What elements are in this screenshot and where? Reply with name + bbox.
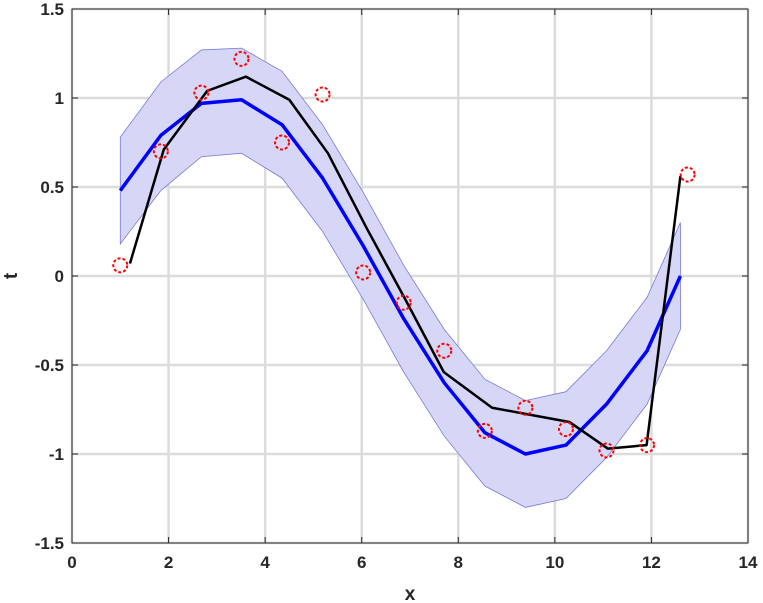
data-point-13 <box>639 437 656 454</box>
data-point-5 <box>314 86 331 103</box>
data-point-marker-5 <box>314 86 331 103</box>
data-point-9 <box>476 422 493 439</box>
band-area <box>119 47 681 508</box>
data-point-marker-6 <box>355 264 372 281</box>
data-point-marker-9 <box>476 422 493 439</box>
x-tick-label-0: 0 <box>67 553 76 572</box>
data-point-0 <box>112 257 129 274</box>
data-point-marker-12 <box>598 442 615 459</box>
y-axis-label: t <box>1 272 22 279</box>
x-tick-label-3: 6 <box>357 553 366 572</box>
y-tick-label-4: 0.5 <box>40 178 64 197</box>
data-point-marker-7 <box>395 294 412 311</box>
data-point-4 <box>274 134 291 151</box>
x-tick-label-7: 14 <box>739 553 758 572</box>
series-lines <box>118 75 682 456</box>
x-tick-label-2: 4 <box>260 553 270 572</box>
x-tick-label-5: 10 <box>545 553 564 572</box>
series-line-1 <box>128 75 682 450</box>
x-tick-label-1: 2 <box>164 553 173 572</box>
data-point-10 <box>517 399 534 416</box>
data-point-marker-13 <box>639 437 656 454</box>
x-tick-label-6: 12 <box>642 553 661 572</box>
data-point-marker-10 <box>517 399 534 416</box>
data-point-8 <box>436 342 453 359</box>
data-point-marker-3 <box>233 50 250 67</box>
data-point-3 <box>233 50 250 67</box>
data-point-marker-4 <box>274 134 291 151</box>
data-point-marker-8 <box>436 342 453 359</box>
series-line-0 <box>118 98 682 456</box>
data-point-2 <box>193 84 210 101</box>
x-tick-label-4: 8 <box>454 553 463 572</box>
data-point-marker-0 <box>112 257 129 274</box>
axis-ticks: 0 2 4 6 8 10 12 14 -1.5 -1 -0.5 0 0.5 1 1.5 <box>35 0 758 572</box>
y-tick-label-2: -0.5 <box>35 356 64 375</box>
data-point-1 <box>152 143 169 160</box>
data-point-12 <box>598 442 615 459</box>
y-tick-label-6: 1.5 <box>40 0 64 19</box>
y-tick-label-0: -1.5 <box>35 534 64 553</box>
data-point-7 <box>395 294 412 311</box>
data-points <box>112 50 696 459</box>
data-point-marker-14 <box>679 166 696 183</box>
y-tick-label-5: 1 <box>55 89 64 108</box>
data-point-11 <box>557 421 574 438</box>
y-tick-label-1: -1 <box>49 445 64 464</box>
data-point-14 <box>679 166 696 183</box>
data-point-marker-11 <box>557 421 574 438</box>
data-point-marker-1 <box>152 143 169 160</box>
confidence-band <box>119 47 681 508</box>
data-point-6 <box>355 264 372 281</box>
x-axis-label: x <box>405 584 416 603</box>
data-point-marker-2 <box>193 84 210 101</box>
y-tick-label-3: 0 <box>55 267 64 286</box>
